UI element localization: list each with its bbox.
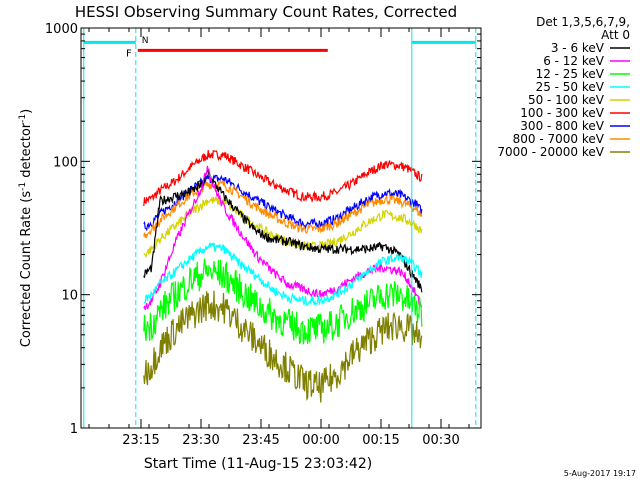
generated-timestamp: 5-Aug-2017 19:17: [564, 469, 636, 478]
y-axis-label: Corrected Count Rate (s-1 detector-1): [18, 109, 34, 347]
legend-item-label: 100 - 300 keV: [520, 106, 604, 120]
series-line-6-12kev: [143, 165, 423, 310]
chart-title: HESSI Observing Summary Count Rates, Cor…: [75, 3, 457, 21]
x-tick-label: 23:45: [242, 433, 279, 448]
legend-item-label: 12 - 25 keV: [536, 67, 605, 81]
series-line-7000-20000kev: [143, 290, 423, 403]
series-group: [143, 149, 423, 403]
legend-item-label: 800 - 7000 keV: [513, 132, 605, 146]
legend-item-label: 50 - 100 keV: [528, 93, 605, 107]
overlay-group: FN: [83, 28, 477, 428]
legend-item-label: 7000 - 20000 keV: [497, 145, 604, 159]
axis-ticks: 1 10 100 1000 23:15 23:30 23:45 00:00 00:15 00:30: [45, 22, 481, 448]
series-line-25-50kev: [143, 241, 423, 307]
x-axis-label: Start Time (11-Aug-15 23:03:42): [144, 456, 372, 472]
series-line-12-25kev: [143, 258, 423, 345]
legend-header-attenuator: Att 0: [601, 28, 630, 42]
night-label: N: [142, 36, 149, 46]
legend-header-detectors: Det 1,3,5,6,7,9,: [536, 15, 630, 29]
legend-item-label: 6 - 12 keV: [543, 54, 605, 68]
x-tick-label: 00:15: [362, 433, 399, 448]
y-tick-label: 100: [53, 155, 78, 170]
series-line-100-300kev: [143, 149, 423, 207]
y-tick-label: 10: [61, 289, 78, 304]
series-line-3-6kev: [143, 169, 423, 293]
x-tick-label: 00:00: [302, 433, 339, 448]
legend-item-label: 3 - 6 keV: [551, 41, 605, 55]
y-tick-label: 1000: [45, 22, 78, 37]
x-tick-label: 00:30: [422, 433, 459, 448]
plot-frame: [80, 27, 482, 429]
y-tick-label: 1: [70, 422, 78, 437]
series-line-50-100kev: [143, 195, 423, 259]
x-tick-label: 23:15: [122, 433, 159, 448]
legend-item-label: 25 - 50 keV: [536, 80, 605, 94]
legend-item-label: 300 - 800 keV: [520, 119, 604, 133]
flare-label: F: [126, 48, 132, 59]
x-tick-label: 23:30: [182, 433, 219, 448]
